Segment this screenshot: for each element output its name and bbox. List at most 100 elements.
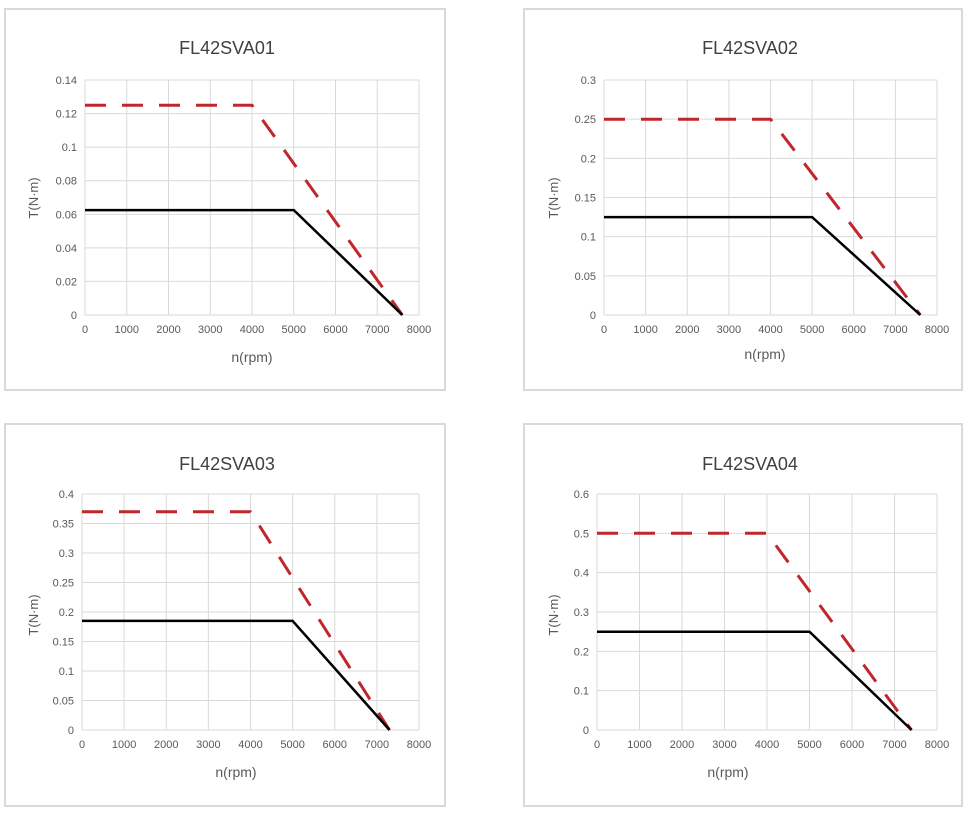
x-tick-label: 3000 (717, 324, 741, 336)
y-tick-label: 0.12 (56, 109, 77, 121)
chart-svg-4: 0 1000 2000 3000 4000 5000 6000 7000 8000 0 0.1 0.2… (546, 454, 950, 780)
y-tick-label: 0.1 (581, 232, 596, 244)
chart-panel-2: 0 1000 2000 3000 4000 5000 6000 7000 8000 0 0.05 0.… (523, 8, 963, 391)
y-tick-label: 0.25 (575, 114, 596, 126)
y-tick-label: 0.6 (574, 489, 589, 501)
x-tick-label: 8000 (925, 739, 949, 751)
y-tick-label: 0 (583, 725, 589, 737)
y-axis-label: T(N·m) (546, 594, 561, 635)
y-tick-label: 0.2 (59, 607, 74, 619)
x-axis-label: n(rpm) (215, 764, 256, 780)
chart-panel-1: 0 1000 2000 3000 4000 5000 6000 7000 8000 0 0.02 0.… (4, 8, 446, 391)
x-tick-label: 3000 (712, 739, 736, 751)
ticks: 0 1000 2000 3000 4000 5000 6000 7000 8000 0 0.1 0.2… (574, 489, 950, 751)
y-tick-label: 0 (71, 310, 77, 322)
x-tick-label: 1000 (627, 739, 651, 751)
chart-title: FL42SVA03 (179, 454, 275, 474)
x-tick-label: 6000 (842, 324, 866, 336)
y-tick-label: 0.25 (53, 578, 74, 590)
series (85, 103, 404, 316)
x-tick-label: 6000 (323, 739, 347, 751)
y-tick-label: 0.15 (575, 193, 596, 205)
series-line-continuous (85, 208, 404, 316)
x-tick-label: 5000 (282, 324, 306, 336)
chart-svg-2: 0 1000 2000 3000 4000 5000 6000 7000 8000 0 0.05 0.… (546, 38, 950, 362)
x-tick-label: 0 (601, 324, 607, 336)
ticks: 0 1000 2000 3000 4000 5000 6000 7000 8000 0 0.02 0.… (56, 75, 432, 336)
series (597, 531, 913, 731)
x-tick-label: 7000 (883, 324, 907, 336)
y-tick-label: 0.08 (56, 176, 77, 188)
chart-title: FL42SVA02 (702, 38, 798, 58)
y-axis-label: T(N·m) (26, 594, 41, 635)
series-line-continuous (604, 215, 922, 316)
y-tick-label: 0.05 (575, 271, 596, 283)
y-tick-label: 0.14 (56, 75, 77, 87)
x-tick-label: 8000 (925, 324, 949, 336)
series-line-continuous (597, 630, 913, 731)
x-tick-label: 5000 (797, 739, 821, 751)
x-tick-label: 4000 (240, 324, 264, 336)
chart-svg-3: 0 1000 2000 3000 4000 5000 6000 7000 8000 0 0.05 0.… (26, 454, 432, 780)
x-tick-label: 8000 (407, 739, 431, 751)
x-tick-label: 5000 (800, 324, 824, 336)
x-axis-label: n(rpm) (231, 349, 272, 365)
y-tick-label: 0.3 (581, 75, 596, 87)
y-tick-label: 0.35 (53, 519, 74, 531)
series-line-peak (597, 531, 913, 731)
series-line-continuous (82, 619, 391, 731)
series (82, 510, 391, 731)
grid (84, 79, 420, 316)
x-tick-label: 1000 (112, 739, 136, 751)
y-tick-label: 0.15 (53, 637, 74, 649)
series-line-peak (85, 103, 404, 316)
x-tick-label: 6000 (840, 739, 864, 751)
y-axis-label: T(N·m) (546, 177, 561, 218)
grid (81, 493, 420, 731)
x-tick-label: 4000 (238, 739, 262, 751)
x-tick-label: 2000 (670, 739, 694, 751)
y-tick-label: 0.06 (56, 209, 77, 221)
y-axis-label: T(N·m) (26, 177, 41, 218)
y-tick-label: 0.05 (53, 696, 74, 708)
y-tick-label: 0.1 (59, 666, 74, 678)
x-tick-label: 7000 (365, 324, 389, 336)
x-tick-label: 4000 (758, 324, 782, 336)
chart-svg-1: 0 1000 2000 3000 4000 5000 6000 7000 8000 0 0.02 0.… (26, 38, 432, 365)
x-tick-label: 0 (79, 739, 85, 751)
y-tick-label: 0.3 (574, 607, 589, 619)
y-tick-label: 0.2 (574, 646, 589, 658)
ticks: 0 1000 2000 3000 4000 5000 6000 7000 8000 0 0.05 0.… (575, 75, 950, 336)
ticks: 0 1000 2000 3000 4000 5000 6000 7000 8000 0 0.05 0.… (53, 489, 432, 751)
series-line-peak (604, 117, 922, 316)
x-tick-label: 0 (82, 324, 88, 336)
x-tick-label: 2000 (675, 324, 699, 336)
x-tick-label: 2000 (156, 324, 180, 336)
x-tick-label: 7000 (882, 739, 906, 751)
x-tick-label: 5000 (280, 739, 304, 751)
y-tick-label: 0.1 (62, 142, 77, 154)
x-tick-label: 2000 (154, 739, 178, 751)
y-tick-label: 0.4 (59, 489, 74, 501)
x-tick-label: 3000 (196, 739, 220, 751)
y-tick-label: 0.3 (59, 548, 74, 560)
x-tick-label: 1000 (115, 324, 139, 336)
y-tick-label: 0.02 (56, 276, 77, 288)
y-tick-label: 0.4 (574, 568, 589, 580)
x-axis-label: n(rpm) (744, 346, 785, 362)
y-tick-label: 0 (68, 725, 74, 737)
x-axis-label: n(rpm) (707, 764, 748, 780)
series-line-peak (82, 510, 391, 731)
y-tick-label: 0.04 (56, 243, 77, 255)
x-tick-label: 7000 (365, 739, 389, 751)
y-tick-label: 0.5 (574, 528, 589, 540)
y-tick-label: 0.2 (581, 153, 596, 165)
x-tick-label: 1000 (633, 324, 657, 336)
x-tick-label: 6000 (323, 324, 347, 336)
chart-title: FL42SVA04 (702, 454, 798, 474)
x-tick-label: 3000 (198, 324, 222, 336)
grid (603, 79, 938, 316)
y-tick-label: 0 (590, 310, 596, 322)
chart-panel-3: 0 1000 2000 3000 4000 5000 6000 7000 8000 0 0.05 0.… (4, 423, 446, 807)
y-tick-label: 0.1 (574, 686, 589, 698)
